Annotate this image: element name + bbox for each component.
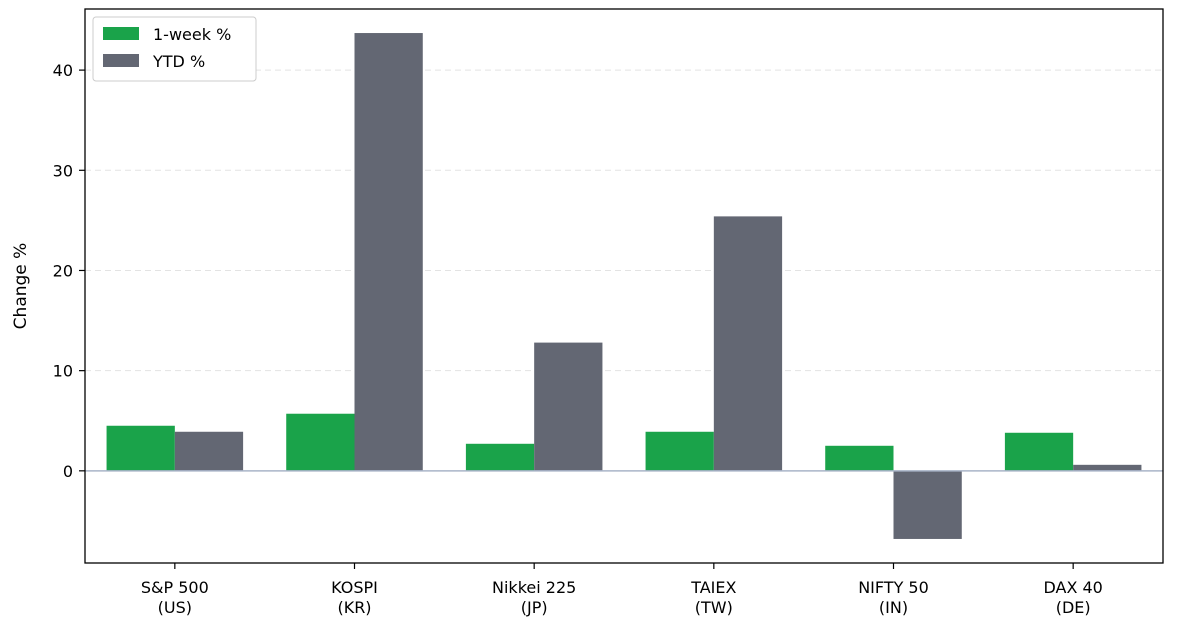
bar-1-week (286, 413, 355, 471)
bar-1-week (1004, 432, 1074, 471)
x-tick-label: TAIEX (TW) (690, 578, 736, 617)
legend-swatch-ytd (103, 54, 139, 67)
y-tick-label: 20 (53, 261, 73, 280)
x-tick-label: Nikkei 225 (JP) (492, 578, 576, 617)
y-tick-label: 10 (53, 362, 73, 381)
y-tick-label: 30 (53, 161, 73, 180)
legend: 1-week % YTD % (92, 16, 257, 82)
bar-ytd (713, 216, 783, 471)
legend-swatch-1-week (103, 27, 139, 40)
y-tick-label: 0 (63, 462, 73, 481)
x-tick-label: DAX 40 (DE) (1043, 578, 1102, 617)
bars (106, 33, 1142, 539)
plot-frame (84, 8, 1164, 564)
bar-1-week (465, 443, 535, 471)
y-axis: 0 10 20 30 40 (53, 61, 85, 481)
bar-ytd (174, 431, 244, 471)
bar-1-week (645, 431, 714, 471)
bar-1-week (106, 425, 175, 471)
y-axis-label: Change % (11, 243, 31, 330)
y-tick-label: 40 (53, 61, 73, 80)
bar-ytd (534, 342, 603, 471)
x-tick-label: S&P 500 (US) (141, 578, 209, 617)
bar-1-week (825, 445, 894, 471)
legend-label-1-week: 1-week % (153, 25, 231, 44)
bar-ytd (354, 33, 423, 471)
x-tick-label: NIFTY 50 (IN) (858, 578, 929, 617)
x-axis: S&P 500 (US) KOSPI (KR) Nikkei 225 (JP) TAIEX(… (141, 563, 1103, 617)
bar-ytd (1073, 464, 1142, 471)
bar-ytd (893, 470, 962, 539)
grid-lines (85, 69, 1163, 372)
x-tick-label: KOSPI (KR) (331, 578, 378, 617)
legend-label-ytd: YTD % (152, 52, 205, 71)
